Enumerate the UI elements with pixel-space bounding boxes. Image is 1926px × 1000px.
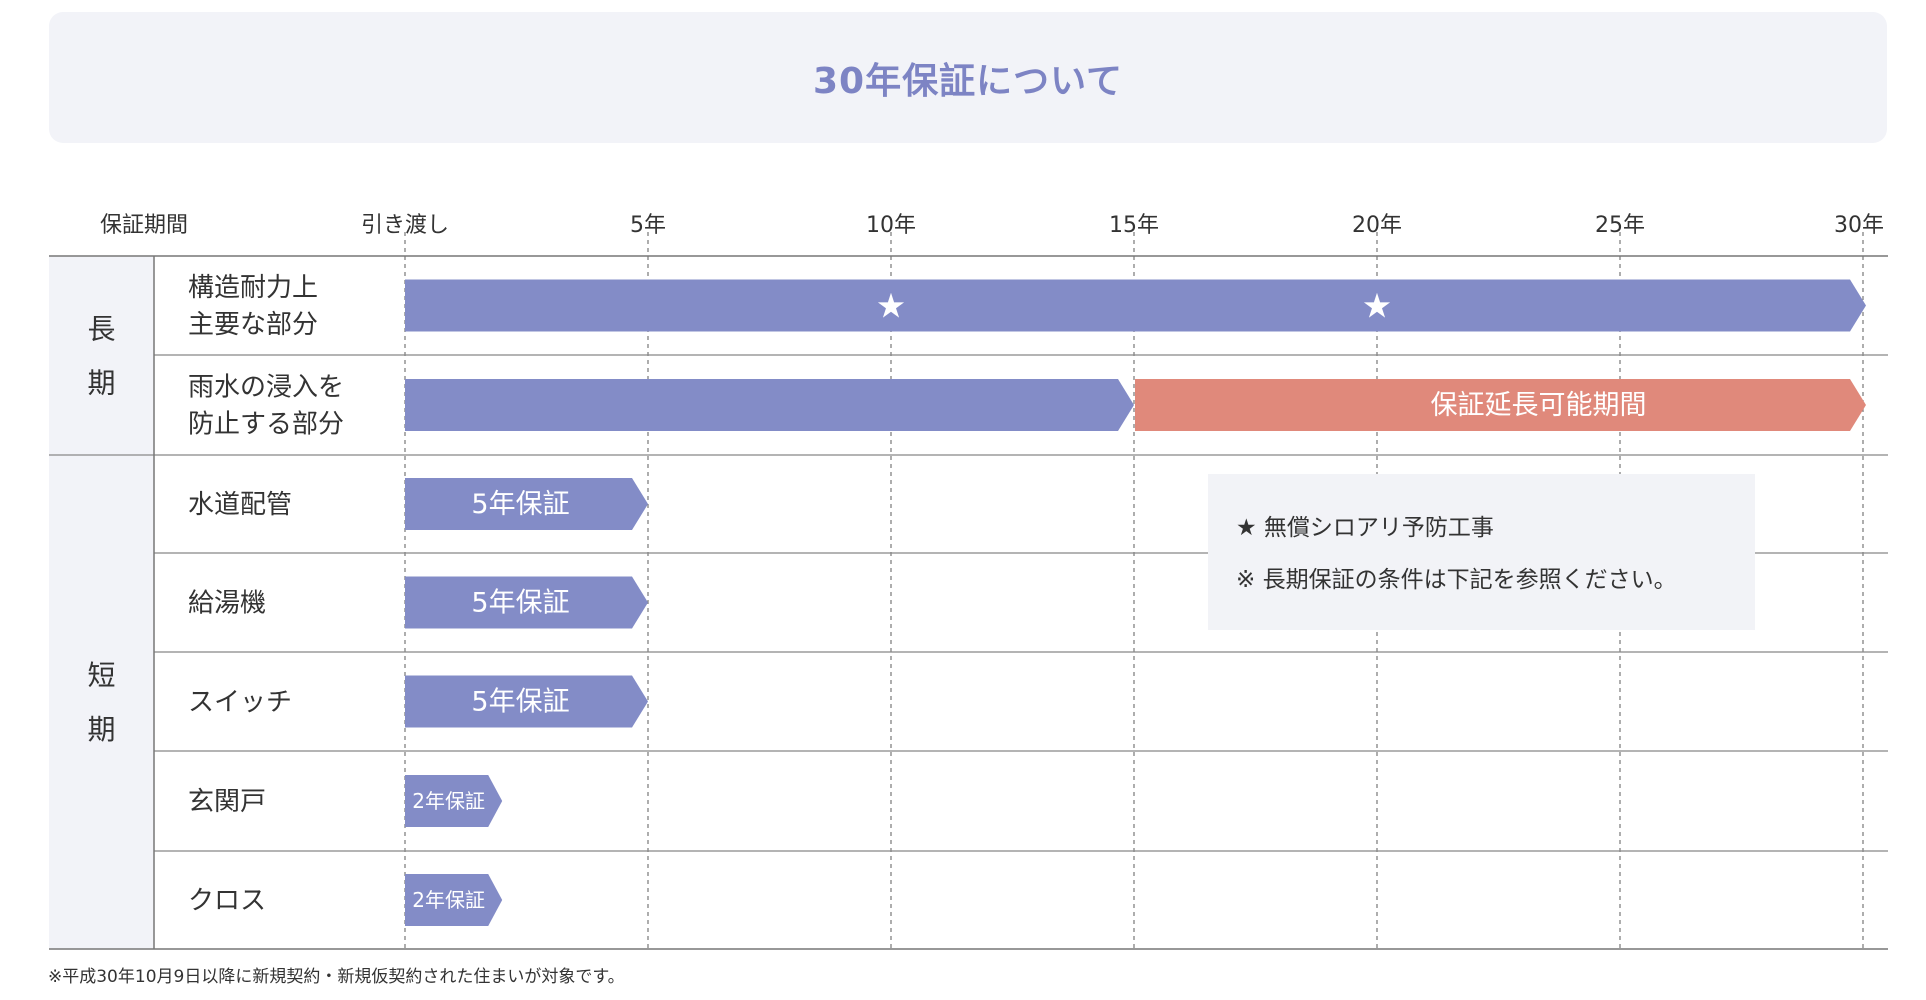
title-banner: 30年保証について [49,12,1887,143]
row-label: クロス [188,886,266,916]
row-label: 主要な部分 [188,310,318,340]
tick-label: 25年 [1595,213,1645,238]
legend-star-note: ★ 無償シロアリ予防工事 [1236,515,1494,541]
bar-6-0 [405,874,503,926]
group-label-char: 期 [87,713,115,746]
tick-label: 15年 [1109,213,1159,238]
tick-label: 20年 [1352,213,1402,238]
bar-label: 2年保証 [412,789,485,813]
bar-4-0 [405,675,648,728]
bar-label: 5年保証 [471,687,569,718]
group-label-char: 短 [87,659,115,692]
footnote: ※平成30年10月9日以降に新規契約・新規仮契約された住まいが対象です。 [48,967,625,987]
row-label: スイッチ [188,688,292,718]
row-label: 雨水の浸入を [188,373,344,403]
tick-label: 10年 [866,213,916,238]
row-label: 給湯機 [188,589,266,619]
bar-label: 2年保証 [412,888,485,912]
bar-5-0 [405,775,503,827]
bar-2-0 [405,478,648,530]
group-column-bg [49,256,154,949]
bar-1-1 [1135,379,1866,431]
row-label: 構造耐力上 [188,273,318,303]
star-marker: ★ [876,287,906,327]
page-title: 30年保証について [812,60,1124,102]
x-axis-label: 保証期間 [100,213,188,238]
bar-label: 保証延長可能期間 [1431,390,1647,421]
bar-label: 5年保証 [471,588,569,619]
bar-3-0 [405,576,648,629]
bar-1-0 [405,379,1134,431]
bar-0-0 [405,279,1866,332]
tick-label: 30年 [1834,213,1884,238]
bar-label: 5年保証 [471,489,569,520]
legend-condition-note: ※ 長期保証の条件は下記を参照ください。 [1236,567,1677,593]
group-label-char: 期 [87,367,115,400]
legend-box [1208,474,1755,630]
row-label: 防止する部分 [188,410,344,440]
tick-label: 引き渡し [361,213,449,238]
group-label-char: 長 [87,313,115,346]
star-marker: ★ [1362,287,1392,327]
tick-label: 5年 [630,213,666,238]
row-label: 水道配管 [188,490,292,520]
row-label: 玄関戸 [188,787,266,817]
